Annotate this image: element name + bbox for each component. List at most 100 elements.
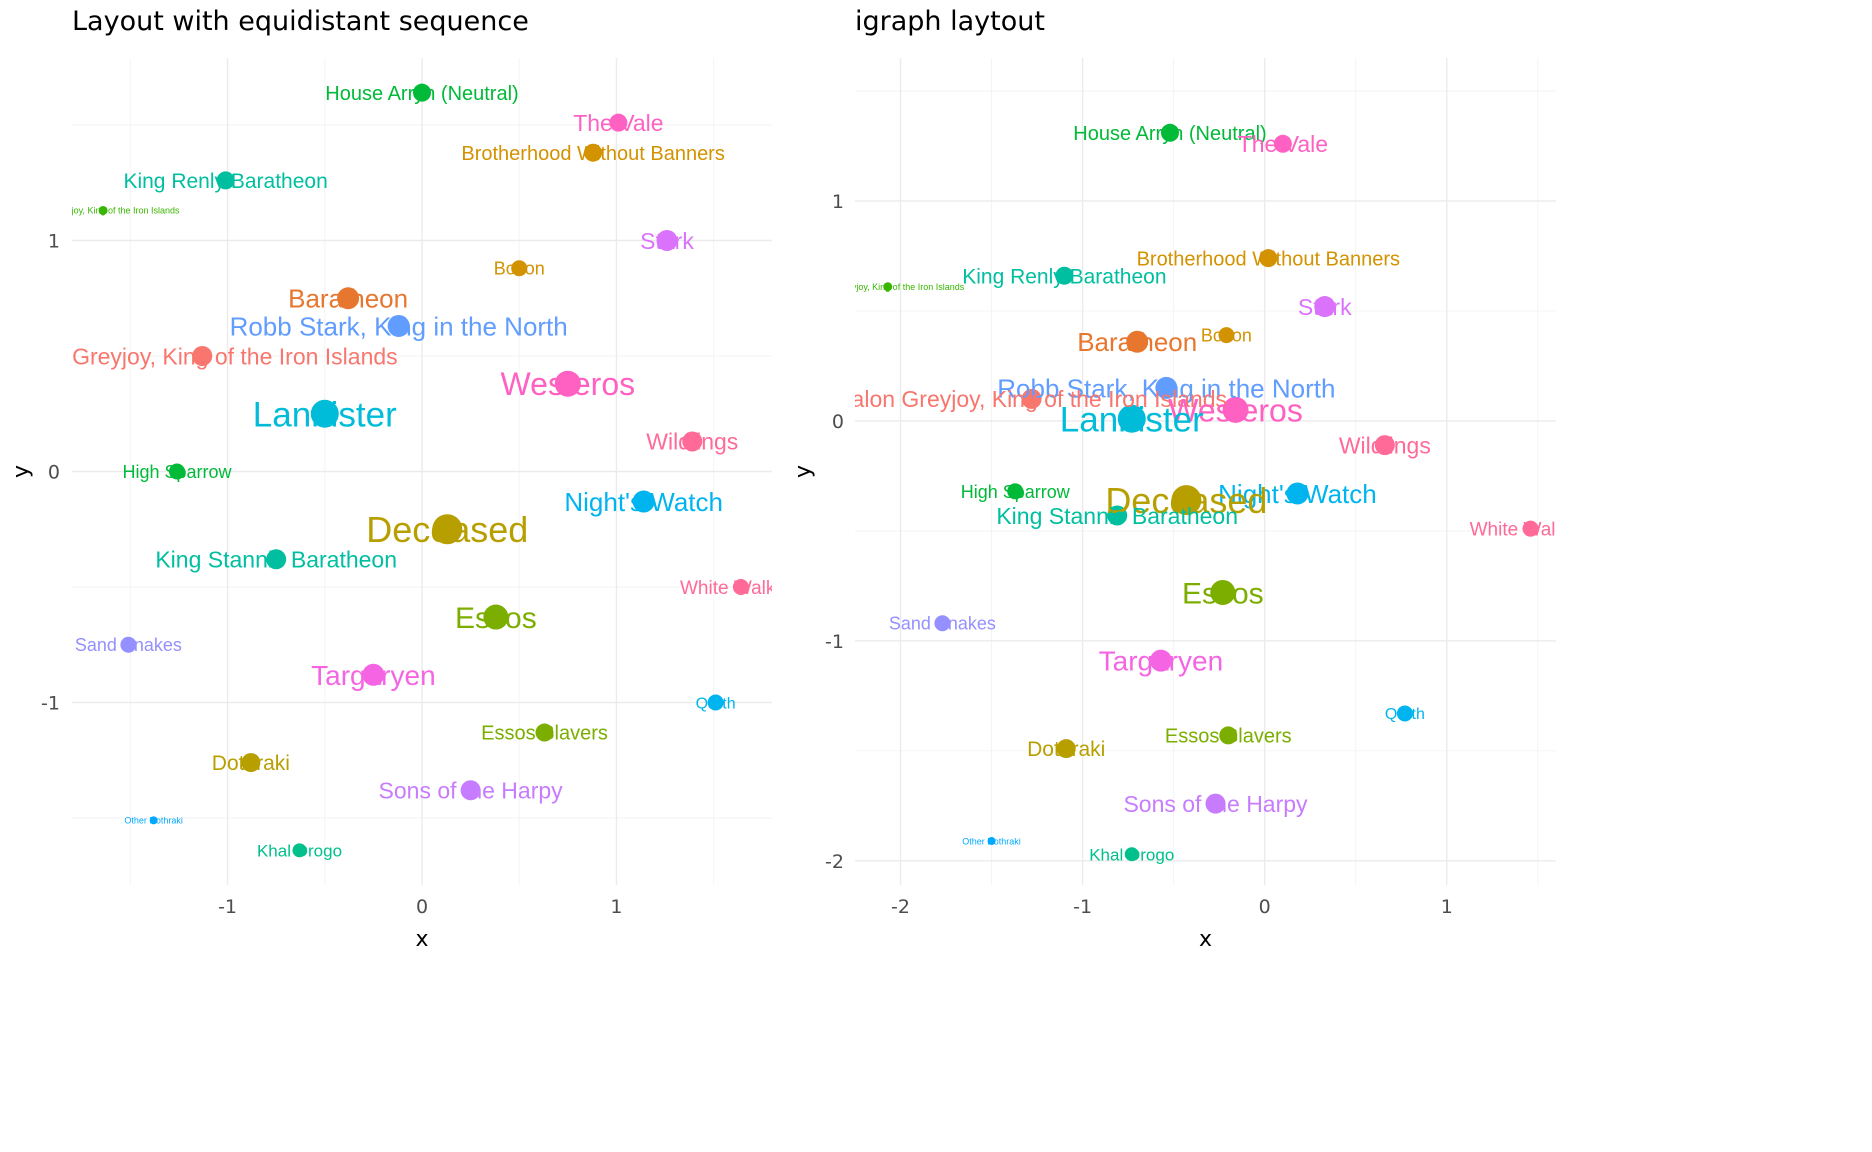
node-point[interactable]: [98, 205, 108, 215]
node-point[interactable]: [1171, 485, 1202, 516]
node-point[interactable]: [310, 399, 339, 428]
y-tick-label: 0: [48, 462, 60, 484]
node-point[interactable]: [337, 287, 360, 310]
node-label: Brotherhood Without Banners: [461, 143, 725, 165]
node-point[interactable]: [483, 604, 509, 630]
node-point[interactable]: [554, 370, 581, 397]
node-point[interactable]: [1007, 483, 1024, 500]
x-tick-label: 1: [610, 896, 622, 918]
node-label: Stark: [640, 228, 694, 254]
node-label: House Arryn (Neutral): [1073, 123, 1266, 145]
node-point[interactable]: [656, 229, 678, 251]
node-label: Wildlings: [1339, 432, 1431, 458]
node-point[interactable]: [1218, 327, 1235, 344]
node-label: Bolton: [1201, 326, 1252, 346]
x-tick-label: 0: [1259, 896, 1271, 918]
node-point[interactable]: [292, 843, 307, 858]
node-label: Lannister: [253, 395, 397, 434]
node-label: Dothraki: [212, 752, 290, 775]
node-label: High Sparrow: [961, 482, 1071, 502]
node-point[interactable]: [1117, 404, 1146, 433]
node-point[interactable]: [460, 780, 481, 801]
node-point[interactable]: [535, 723, 554, 742]
node-label: Deceased: [366, 509, 528, 550]
node-label: The Vale: [573, 110, 663, 136]
node-label: Balon Greyjoy, King of the Iron Islands: [811, 282, 964, 292]
node-label: Khal Drogo: [1089, 845, 1174, 864]
node-point[interactable]: [883, 282, 893, 292]
node-label: Night's Watch: [1218, 479, 1377, 509]
x-tick-label: -1: [218, 896, 237, 918]
node-point[interactable]: [584, 143, 603, 162]
node-point[interactable]: [241, 753, 261, 773]
node-label: King Renly Baratheon: [962, 265, 1166, 288]
node-label: The Vale: [1238, 131, 1328, 157]
node-point[interactable]: [987, 837, 996, 846]
x-tick-label: 0: [416, 896, 428, 918]
node-point[interactable]: [1160, 123, 1179, 142]
node-label: Lannister: [1060, 400, 1204, 439]
node-point[interactable]: [632, 490, 655, 513]
node-point[interactable]: [934, 615, 951, 632]
node-point[interactable]: [1374, 435, 1395, 456]
node-point[interactable]: [1056, 739, 1076, 759]
left-chart-title: Layout with equidistant sequence: [72, 6, 529, 37]
node-point[interactable]: [682, 431, 703, 452]
node-point[interactable]: [120, 636, 137, 653]
node-label: Bolton: [494, 259, 545, 279]
node-point[interactable]: [169, 463, 185, 480]
node-point[interactable]: [387, 314, 410, 337]
node-point[interactable]: [1396, 705, 1413, 722]
node-label: White Walkers: [1470, 520, 1570, 541]
node-point[interactable]: [707, 694, 724, 711]
right-panel: igraph laytout -2 -1 0 1 1 0 -1 -2 x y House Arryn…: [780, 0, 1570, 965]
tick-labels: -2 -1 0 1 1 0 -1 -2: [825, 191, 1453, 918]
right-chart-title: igraph laytout: [855, 6, 1045, 37]
node-label: Sand Snakes: [75, 635, 182, 655]
node-point[interactable]: [1259, 249, 1278, 268]
node-point[interactable]: [1314, 296, 1336, 318]
node-point[interactable]: [1522, 520, 1539, 537]
node-label: Sons of the Harpy: [1123, 791, 1308, 817]
node-point[interactable]: [1219, 726, 1238, 745]
node-label: Sons of the Harpy: [379, 778, 564, 804]
node-point[interactable]: [1149, 649, 1172, 672]
node-label: Wildlings: [646, 429, 738, 455]
node-point[interactable]: [1021, 388, 1042, 409]
node-label: King Renly Baratheon: [123, 170, 327, 193]
node-label: Robb Stark, King in the North: [997, 373, 1335, 403]
y-tick-label: -2: [825, 851, 844, 873]
node-point[interactable]: [362, 663, 385, 686]
node-label: Essos: [1182, 577, 1264, 610]
node-point[interactable]: [413, 83, 431, 102]
grid: [855, 58, 1556, 885]
node-point[interactable]: [1222, 396, 1249, 423]
node-label: Westeros: [1168, 392, 1303, 428]
node-point[interactable]: [1286, 482, 1309, 505]
node-point[interactable]: [609, 113, 628, 132]
node-point[interactable]: [1155, 376, 1178, 399]
node-point[interactable]: [216, 171, 235, 190]
x-axis-title: x: [1199, 927, 1212, 952]
node-point[interactable]: [732, 579, 749, 596]
node-label: House Arryn (Neutral): [325, 83, 518, 105]
node-point[interactable]: [1205, 793, 1226, 814]
node-point[interactable]: [511, 260, 528, 277]
data-layer: House Arryn (Neutral) The Vale Brotherhood…: [7, 83, 772, 861]
node-point[interactable]: [149, 816, 158, 825]
node-label: Other Dothraki: [962, 836, 1021, 846]
node-label: Other Dothraki: [124, 816, 183, 826]
node-point[interactable]: [192, 345, 213, 366]
node-point[interactable]: [432, 514, 463, 545]
node-point[interactable]: [1055, 266, 1074, 285]
node-point[interactable]: [266, 549, 287, 570]
node-point[interactable]: [1126, 330, 1149, 353]
node-label: Stark: [1298, 294, 1352, 320]
node-point[interactable]: [1273, 134, 1292, 153]
grid: [72, 58, 772, 885]
node-label: Baratheon: [1077, 327, 1197, 357]
node-point[interactable]: [1124, 847, 1139, 862]
node-point[interactable]: [1210, 579, 1236, 605]
node-point[interactable]: [1107, 505, 1128, 526]
node-label: Balon Greyjoy, King of the Iron Islands: [7, 343, 398, 369]
